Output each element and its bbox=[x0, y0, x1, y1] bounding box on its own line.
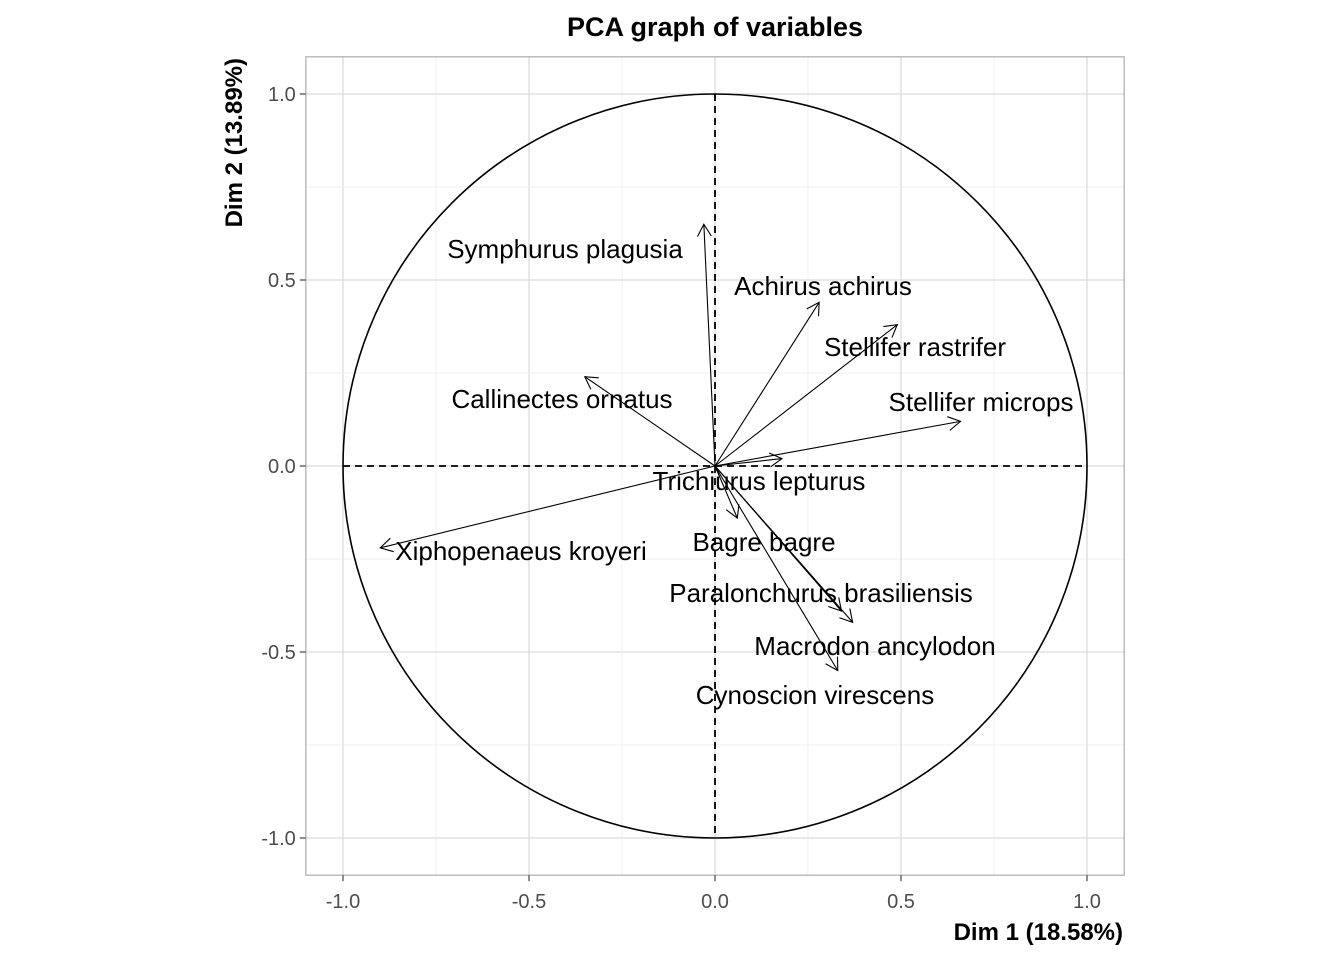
x-axis-title: Dim 1 (18.58%) bbox=[954, 919, 1123, 946]
chart-title: PCA graph of variables bbox=[567, 12, 863, 42]
y-axis-ticks: -1.0 -0.5 0.0 0.5 1.0 bbox=[261, 84, 306, 850]
x-tick-label: 0.0 bbox=[701, 891, 729, 913]
label-macrodon-ancylodon: Macrodon ancylodon bbox=[754, 631, 995, 661]
label-stellifer-rastrifer: Stellifer rastrifer bbox=[824, 332, 1006, 362]
arrow-symphurus-plagusia bbox=[696, 223, 716, 467]
y-axis-title: Dim 2 (13.89%) bbox=[221, 58, 248, 227]
label-stellifer-microps: Stellifer microps bbox=[889, 387, 1074, 417]
arrow-macrodon-ancylodon bbox=[714, 465, 854, 624]
arrow-trichiurus-lepturus bbox=[714, 452, 784, 468]
variable-labels: Symphurus plagusia Achirus achirus Stellif… bbox=[395, 234, 1073, 710]
label-bagre-bagre: Bagre bagre bbox=[692, 527, 835, 557]
label-symphurus-plagusia: Symphurus plagusia bbox=[447, 234, 683, 264]
y-tick-label: 0.5 bbox=[268, 270, 296, 292]
label-paralonchurus-brasiliensis: Paralonchurus brasiliensis bbox=[669, 578, 972, 608]
x-tick-label: -0.5 bbox=[512, 891, 546, 913]
x-tick-label: -1.0 bbox=[326, 891, 360, 913]
label-callinectes-ornatus: Callinectes ornatus bbox=[451, 384, 672, 414]
y-tick-label: -0.5 bbox=[261, 642, 295, 664]
arrow-stellifer-rastrifer bbox=[714, 323, 899, 467]
arrow-achirus-achirus bbox=[714, 301, 820, 467]
arrow-bagre-bagre bbox=[714, 465, 740, 520]
x-axis-ticks: -1.0 -0.5 0.0 0.5 1.0 bbox=[326, 875, 1101, 913]
label-trichiurus-lepturus: Trichiurus lepturus bbox=[653, 466, 866, 496]
y-tick-label: 0.0 bbox=[268, 456, 296, 478]
label-xiphopenaeus-kroyeri: Xiphopenaeus kroyeri bbox=[395, 536, 647, 566]
x-tick-label: 1.0 bbox=[1073, 891, 1101, 913]
x-tick-label: 0.5 bbox=[887, 891, 915, 913]
arrow-cynoscion-virescens bbox=[714, 465, 839, 672]
label-cynoscion-virescens: Cynoscion virescens bbox=[696, 680, 934, 710]
arrow-xiphopenaeus-kroyeri bbox=[379, 465, 716, 553]
variable-arrows bbox=[379, 223, 962, 672]
y-tick-label: -1.0 bbox=[261, 828, 295, 850]
arrow-stellifer-microps bbox=[714, 416, 962, 467]
label-achirus-achirus: Achirus achirus bbox=[734, 271, 912, 301]
arrow-callinectes-ornatus bbox=[583, 376, 716, 467]
y-tick-label: 1.0 bbox=[268, 84, 296, 106]
